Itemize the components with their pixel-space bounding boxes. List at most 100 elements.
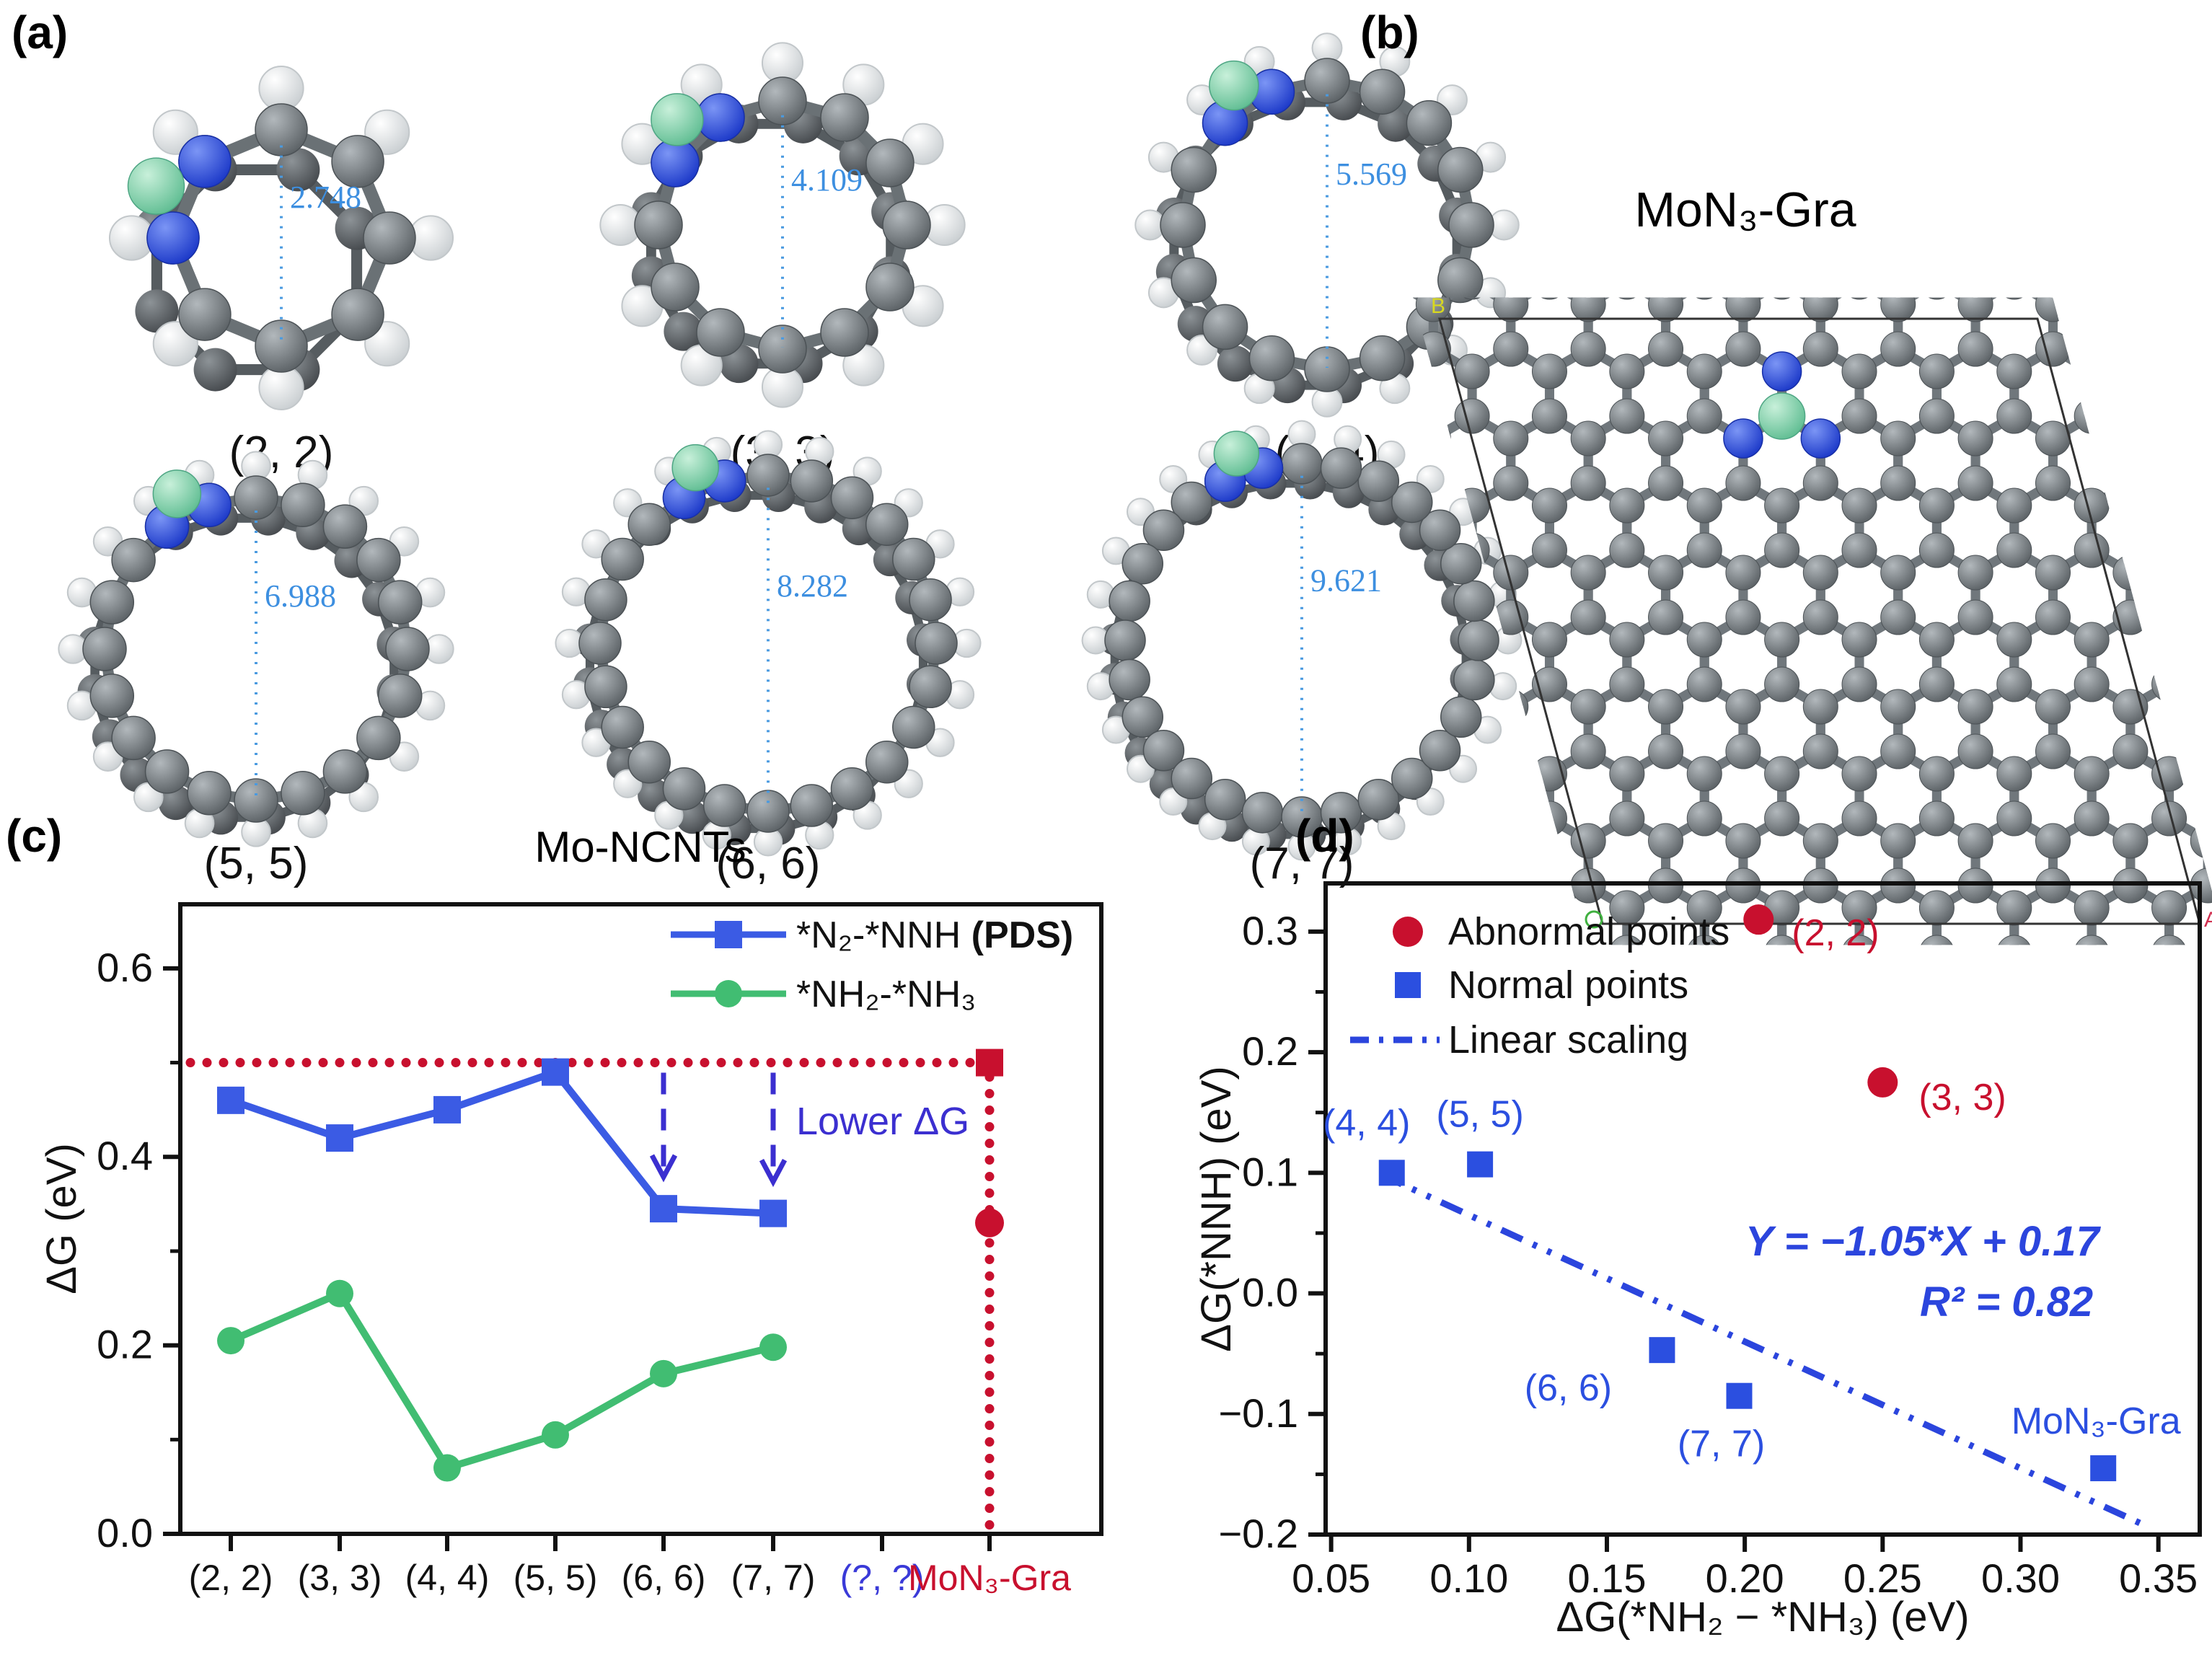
molybdenum-atom — [651, 93, 704, 146]
panel-c-chart: 0.0 0.2 0.4 0.6 (2, 2) (3, 3) (4, 4) (5, 5) (6, … — [38, 902, 1103, 1598]
c-data-point — [217, 1086, 244, 1114]
d-ytick-label: 0.2 — [1242, 1028, 1298, 1074]
panel-c-title: Mo-NCNTs — [534, 823, 746, 871]
c-data-point — [759, 1333, 787, 1361]
c-category-label: (2, 2) — [189, 1558, 273, 1598]
d-data-point — [2090, 1455, 2117, 1482]
c-ytick-label: 0.0 — [97, 1510, 153, 1555]
c-series-line — [229, 1067, 774, 1217]
c-category-label: (7, 7) — [731, 1558, 816, 1598]
nanotube-6: 9.621 (7, 7) — [1081, 420, 1523, 888]
panel-c-label: (c) — [6, 810, 63, 862]
d-data-point — [1378, 1160, 1405, 1186]
tube-diameter-value: 4.109 — [791, 162, 863, 198]
d-x-axis-title: ΔG(*NH₂ − *NH₃) (eV) — [1556, 1594, 1969, 1641]
molybdenum-atom — [1758, 392, 1806, 440]
c-data-point — [759, 1199, 787, 1227]
c-data-point — [542, 1421, 569, 1449]
nitrogen-atom — [651, 138, 700, 187]
d-point-label: (6, 6) — [1525, 1367, 1612, 1409]
fit-equation: Y = −1.05*X + 0.17 — [1745, 1218, 2099, 1265]
d-data-point — [1867, 1067, 1898, 1098]
d-ytick-label: −0.1 — [1218, 1390, 1298, 1436]
panel-d-label: (d) — [1295, 810, 1354, 862]
nanotube-2: 4.109(3, 3) — [599, 42, 966, 477]
c-y-axis-title: ΔG (eV) — [38, 1143, 85, 1294]
d-point-label: (4, 4) — [1323, 1102, 1410, 1144]
nitrogen-atom — [696, 93, 745, 142]
nanotube-4: 6.988 (5, 5) — [58, 451, 454, 888]
d-ytick-label: 0.3 — [1242, 908, 1298, 953]
c-category-label: (?, ?) — [840, 1558, 925, 1598]
nitrogen-atom — [1761, 351, 1802, 392]
d-point-label: (2, 2) — [1792, 912, 1879, 954]
d-legend-label: Abnormal points — [1448, 910, 1729, 953]
c-ytick-label: 0.4 — [97, 1133, 153, 1178]
c-category-label: (4, 4) — [405, 1558, 490, 1598]
d-xtick-label: 0.30 — [1981, 1555, 2060, 1601]
tube-diameter-value: 2.748 — [290, 180, 361, 215]
nanotube-1: 2.748(2, 2) — [108, 65, 454, 477]
d-xtick-label: 0.35 — [2119, 1555, 2198, 1601]
tube-chirality-label: (5, 5) — [204, 839, 309, 888]
mon3-pds-marker — [976, 1049, 1003, 1077]
fit-r-squared: R² = 0.82 — [1920, 1279, 2094, 1325]
panel-b-label: (b) — [1360, 6, 1419, 58]
panel-d-chart: 0.05 0.10 0.15 0.20 0.25 0.30 0.35 0.3 0.2 0.1 0.0… — [1193, 881, 2202, 1641]
tube-diameter-value: 6.988 — [265, 578, 336, 614]
c-data-point — [542, 1058, 569, 1086]
c-data-point — [217, 1327, 244, 1355]
d-xtick-label: 0.20 — [1706, 1555, 1784, 1601]
d-legend-label: Linear scaling — [1448, 1018, 1688, 1062]
nanotube-5: 8.282 (6, 6) — [555, 430, 982, 888]
tube-chirality-label: (6, 6) — [716, 839, 821, 888]
c-category-label: (6, 6) — [622, 1558, 706, 1598]
d-xtick-label: 0.25 — [1843, 1555, 1922, 1601]
molybdenum-atom — [152, 469, 202, 518]
d-data-point — [1649, 1337, 1675, 1364]
lower-dg-annotation: Lower ΔG — [796, 1100, 970, 1143]
d-xtick-label: 0.05 — [1292, 1555, 1370, 1601]
d-ytick-label: 0.0 — [1242, 1270, 1298, 1315]
c-data-point — [326, 1279, 353, 1307]
c-data-point — [650, 1359, 677, 1387]
nitrogen-atom — [1800, 418, 1841, 459]
molybdenum-atom — [1209, 60, 1259, 111]
cell-corner-b: B — [1431, 294, 1445, 318]
nitrogen-atom — [178, 135, 232, 188]
d-data-point — [1467, 1151, 1494, 1178]
c-category-label: (5, 5) — [514, 1558, 598, 1598]
nitrogen-atom — [146, 211, 200, 265]
d-y-axis-title: ΔG(*NNH) (eV) — [1193, 1066, 1240, 1351]
tube-diameter-value: 8.282 — [777, 568, 848, 604]
molybdenum-atom — [127, 157, 185, 215]
d-data-point — [1743, 904, 1774, 935]
c-data-point — [326, 1124, 353, 1152]
c-series-line — [229, 1289, 775, 1473]
nanotube-3: 5.569(4, 4) — [1134, 32, 1520, 477]
tube-diameter-value: 9.621 — [1310, 562, 1382, 598]
panel-b-title: MoN₃-Gra — [1634, 182, 1856, 237]
c-ytick-label: 0.2 — [97, 1322, 153, 1367]
cell-corner-c — [1585, 910, 1603, 929]
d-point-label: (5, 5) — [1436, 1094, 1523, 1136]
c-data-point — [650, 1195, 677, 1223]
c-legend-label: *NH₂-*NH₃ — [796, 974, 976, 1015]
d-legend-label: Normal points — [1448, 963, 1688, 1007]
mon3-nh-marker — [975, 1208, 1004, 1237]
c-category-label: MoN₃-Gra — [908, 1558, 1071, 1598]
nitrogen-atom — [1723, 418, 1763, 459]
tube-diameter-value: 5.569 — [1336, 156, 1407, 192]
d-ytick-label: −0.2 — [1218, 1511, 1298, 1556]
c-ytick-label: 0.6 — [97, 945, 153, 990]
d-xtick-label: 0.10 — [1429, 1555, 1508, 1601]
c-data-point — [433, 1454, 461, 1482]
panel-a-label: (a) — [12, 6, 69, 58]
d-data-point — [1726, 1382, 1753, 1409]
c-legend-label: *N₂-*NNH (PDS) — [796, 914, 1073, 956]
d-point-label: (7, 7) — [1678, 1424, 1765, 1465]
d-point-label: MoN₃-Gra — [2011, 1400, 2181, 1442]
linear-scaling-line — [1379, 1171, 2152, 1531]
